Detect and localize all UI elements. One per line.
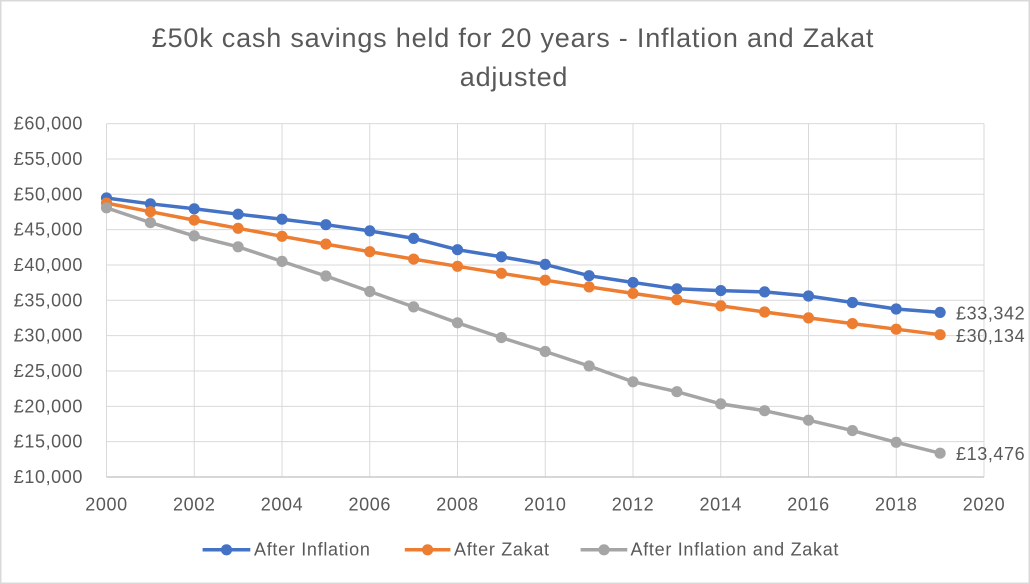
svg-text:2008: 2008 [436, 495, 478, 515]
svg-text:£50,000: £50,000 [14, 184, 83, 204]
svg-text:£30,000: £30,000 [14, 326, 83, 346]
svg-text:2020: 2020 [963, 495, 1005, 515]
svg-text:adjusted: adjusted [460, 62, 568, 92]
svg-text:£15,000: £15,000 [14, 432, 83, 452]
svg-text:£50k cash savings held for 20: £50k cash savings held for 20 years - In… [152, 23, 875, 53]
svg-text:2016: 2016 [787, 495, 829, 515]
svg-text:£45,000: £45,000 [14, 220, 83, 240]
svg-text:£30,134: £30,134 [956, 326, 1025, 346]
svg-text:2014: 2014 [700, 495, 742, 515]
svg-text:After Zakat: After Zakat [454, 540, 550, 560]
svg-text:£13,476: £13,476 [956, 444, 1025, 464]
svg-text:2006: 2006 [349, 495, 391, 515]
svg-text:£10,000: £10,000 [14, 467, 83, 487]
svg-text:2004: 2004 [261, 495, 303, 515]
svg-text:2000: 2000 [85, 495, 127, 515]
svg-text:After Inflation and Zakat: After Inflation and Zakat [631, 540, 840, 560]
svg-text:£60,000: £60,000 [14, 114, 83, 134]
svg-text:2010: 2010 [524, 495, 566, 515]
svg-text:2002: 2002 [173, 495, 215, 515]
svg-text:£40,000: £40,000 [14, 255, 83, 275]
svg-text:2012: 2012 [612, 495, 654, 515]
svg-text:2018: 2018 [875, 495, 917, 515]
svg-text:£33,342: £33,342 [956, 304, 1025, 324]
svg-text:£20,000: £20,000 [14, 396, 83, 416]
svg-text:£35,000: £35,000 [14, 290, 83, 310]
svg-text:After Inflation: After Inflation [254, 540, 371, 560]
svg-text:£25,000: £25,000 [14, 361, 83, 381]
svg-text:£55,000: £55,000 [14, 149, 83, 169]
